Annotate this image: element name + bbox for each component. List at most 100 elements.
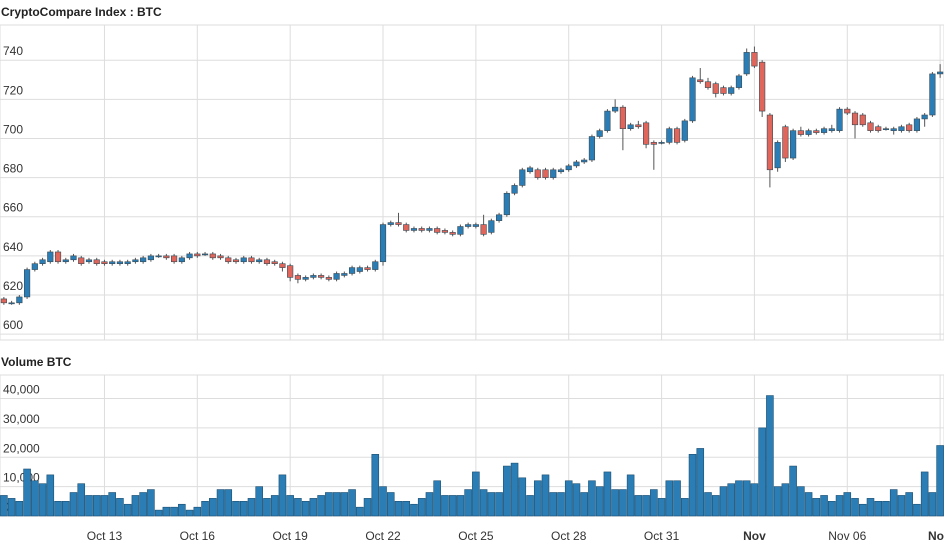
volume-bar: [425, 492, 434, 517]
candle-body: [619, 106, 626, 129]
volume-bar: [750, 483, 759, 517]
volume-bar: [232, 501, 240, 517]
volume-bar: [46, 474, 55, 517]
candle-body: [627, 124, 634, 129]
volume-bar: [456, 495, 465, 517]
volume-bar: [828, 501, 836, 517]
volume-bar: [572, 483, 581, 517]
candle-body: [697, 79, 704, 83]
volume-bar: [317, 495, 325, 517]
candle-body: [109, 261, 116, 264]
volume-bar: [518, 477, 527, 517]
volume-bar: [727, 483, 735, 517]
volume-bar: [665, 480, 674, 517]
candle-body: [813, 130, 820, 133]
volume-bar: [897, 495, 906, 517]
candle-body: [588, 136, 596, 161]
volume-bar: [773, 486, 782, 517]
candle-body: [495, 214, 503, 221]
candle-body: [271, 261, 278, 264]
candle-body: [867, 122, 874, 131]
volume-bar: [588, 480, 596, 517]
volume-bar: [131, 495, 140, 517]
x-tick-label: Oct 19: [272, 529, 308, 543]
candle-body: [913, 118, 921, 131]
volume-bar: [255, 486, 263, 517]
volume-bar: [626, 474, 635, 517]
volume-bar: [719, 486, 728, 517]
volume-bar: [100, 495, 109, 517]
volume-bar: [31, 480, 39, 517]
volume-bar: [379, 486, 387, 517]
candle-body: [333, 273, 340, 280]
candle-body: [797, 130, 804, 135]
candle-body: [712, 83, 719, 94]
volume-bar: [603, 471, 612, 517]
y-tick-label: 640: [3, 240, 23, 254]
candle-body: [635, 124, 642, 128]
volume-bar: [650, 489, 658, 517]
candle-body: [387, 222, 394, 225]
candle-body: [132, 259, 139, 263]
volume-bar: [54, 501, 62, 517]
candle-body: [263, 259, 271, 264]
candle-body: [16, 296, 23, 304]
plot-area: [0, 24, 944, 341]
volume-bar: [170, 506, 178, 517]
x-tick-label: Oct 28: [551, 529, 587, 543]
candle-body: [859, 114, 866, 126]
candle-body: [890, 128, 897, 131]
volume-bar: [495, 492, 503, 517]
volume-bar: [7, 498, 16, 517]
x-tick-label: Oct 25: [458, 529, 494, 543]
candle-body: [372, 261, 379, 270]
x-tick-label: No: [928, 529, 944, 543]
volume-bar: [178, 503, 186, 517]
candle-body: [348, 267, 356, 274]
volume-bar: [657, 498, 666, 517]
volume-bar: [69, 492, 78, 517]
volume-bar: [224, 489, 233, 517]
candle-body: [178, 257, 185, 263]
candle-body: [503, 192, 510, 216]
volume-bar: [38, 483, 47, 517]
candle-body: [673, 128, 681, 143]
volume-bar: [356, 506, 364, 517]
volume-bar: [533, 480, 542, 517]
volume-bar: [441, 495, 449, 517]
candle-body: [565, 165, 572, 171]
volume-bar: [247, 498, 256, 517]
volume-bar: [263, 498, 271, 517]
volume-bar: [201, 501, 209, 517]
candle-body: [790, 130, 797, 159]
candle-body: [480, 224, 487, 235]
y-tick-label: 600: [3, 318, 23, 332]
volume-bar: [789, 465, 797, 517]
candle-body: [279, 263, 286, 268]
candle-body: [851, 112, 859, 126]
candle-body: [318, 275, 325, 278]
candle-body: [828, 128, 835, 131]
volume-bar: [185, 509, 194, 517]
volume-bar: [595, 486, 604, 517]
candle-body: [836, 108, 843, 131]
volume-bar: [371, 454, 380, 517]
candle-body: [805, 130, 812, 135]
y-tick-label: 740: [3, 44, 23, 58]
price-title: CryptoCompare Index : BTC: [1, 5, 162, 19]
candle-body: [325, 277, 332, 280]
candle-body: [0, 298, 7, 304]
volume-bar: [209, 498, 217, 517]
volume-bar: [147, 489, 155, 517]
candle-body: [937, 71, 944, 75]
candle-body: [921, 114, 928, 120]
volume-bar: [0, 495, 8, 517]
candle-body: [820, 128, 828, 133]
volume-bar: [61, 501, 70, 517]
volume-bar: [510, 462, 519, 517]
volume-bar: [394, 501, 403, 517]
volume-bar: [239, 501, 248, 517]
candle-body: [418, 228, 425, 231]
x-tick-label: Oct 13: [87, 529, 123, 543]
